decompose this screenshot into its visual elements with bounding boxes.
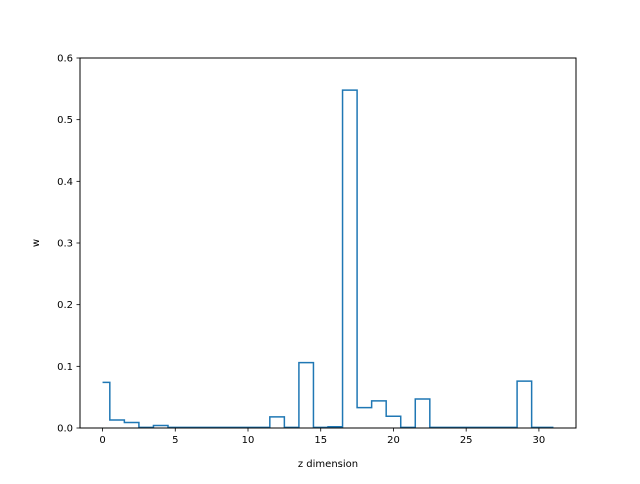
y-tick-label: 0.4	[57, 177, 73, 188]
x-tick-label: 25	[460, 435, 473, 446]
y-tick-label: 0.2	[57, 300, 73, 311]
series-line-0	[102, 89, 554, 429]
y-tick-label: 0.3	[57, 239, 73, 250]
y-tick-label: 0.6	[57, 54, 73, 65]
x-tick-label: 20	[387, 435, 400, 446]
x-tick-label: 0	[99, 435, 105, 446]
y-tick-label: 0.5	[57, 115, 73, 126]
x-axis-label: z dimension	[298, 459, 358, 470]
y-tick-label: 0.0	[57, 424, 73, 435]
y-tick-label: 0.1	[57, 362, 73, 373]
x-tick-label: 15	[314, 435, 327, 446]
plot-frame	[79, 57, 577, 429]
y-axis-label: w	[31, 239, 42, 247]
x-tick-label: 5	[172, 435, 178, 446]
x-tick-label: 30	[533, 435, 546, 446]
x-tick-label: 10	[242, 435, 255, 446]
